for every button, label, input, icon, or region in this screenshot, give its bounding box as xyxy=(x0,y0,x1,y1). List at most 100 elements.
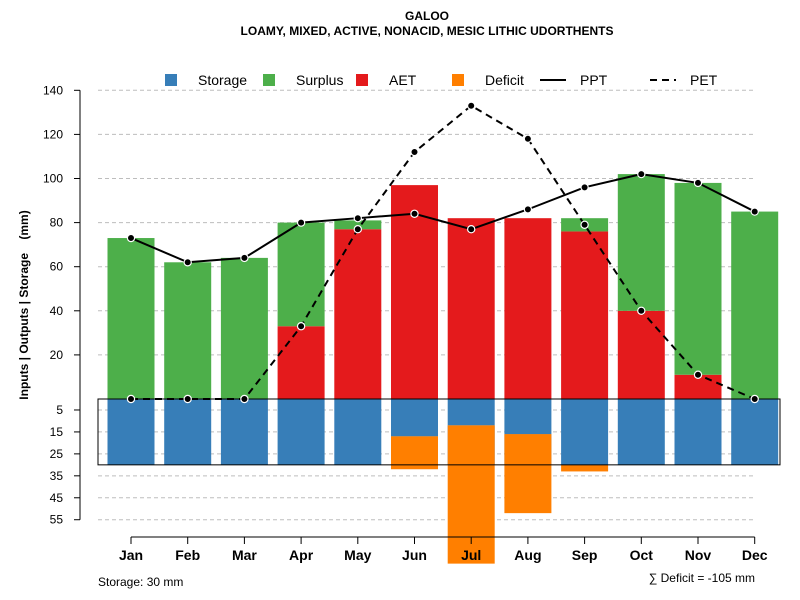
chart-subtitle: LOAMY, MIXED, ACTIVE, NONACID, MESIC LIT… xyxy=(241,24,614,38)
storage-bar-may xyxy=(334,399,382,465)
aet-bar-oct xyxy=(617,310,665,399)
month-label-oct: Oct xyxy=(630,547,654,563)
legend-swatch-storage xyxy=(165,74,177,86)
pet-point xyxy=(353,225,362,234)
pet-point xyxy=(296,322,306,331)
month-label-jan: Jan xyxy=(119,547,143,563)
y-tick-label: 25 xyxy=(50,447,64,461)
axes: 20 40 60 80 100 120 140 5 15 25 35 45 55 Jan Feb Mar Apr… xyxy=(43,83,768,563)
y-tick-label: 120 xyxy=(43,127,63,141)
month-label-jul: Jul xyxy=(461,547,481,563)
legend-label-deficit: Deficit xyxy=(485,72,524,88)
ppt-point xyxy=(296,218,306,227)
surplus-bar-feb xyxy=(164,262,212,399)
utilization-bar-jul xyxy=(447,399,495,426)
ppt-point xyxy=(467,225,476,234)
month-label-apr: Apr xyxy=(289,547,314,563)
ppt-point xyxy=(410,209,419,218)
ppt-point xyxy=(637,169,646,179)
y-tick-label: 80 xyxy=(50,216,64,230)
month-label-mar: Mar xyxy=(232,547,257,563)
pet-point xyxy=(126,394,136,404)
utilization-bar-aug xyxy=(504,399,552,435)
ppt-point xyxy=(523,205,533,214)
aet-bar-jun xyxy=(391,185,438,399)
surplus-bar-dec xyxy=(731,211,779,399)
ppt-point xyxy=(353,213,362,223)
storage-frame xyxy=(97,398,781,466)
legend-label-ppt: PPT xyxy=(580,72,608,88)
y-tick-label: 55 xyxy=(50,513,64,527)
storage-note: Storage: 30 mm xyxy=(98,575,183,589)
legend-label-pet: PET xyxy=(690,72,718,88)
storage-bar-nov xyxy=(674,399,722,465)
storage-bar-mar xyxy=(220,399,268,465)
y-axis-label: Inputs | Outputs | Storage (mm) xyxy=(17,210,31,399)
utilization-bar-jun xyxy=(391,399,438,437)
storage-bar-apr xyxy=(277,399,325,465)
y-tick-label: 140 xyxy=(43,83,63,97)
ppt-point xyxy=(693,178,703,188)
bars xyxy=(107,174,779,564)
month-label-feb: Feb xyxy=(175,547,200,563)
y-tick-label: 40 xyxy=(50,304,64,318)
pet-point xyxy=(580,220,589,230)
pet-point xyxy=(410,147,419,157)
y-tick-label: 15 xyxy=(50,425,64,439)
y-tick-label: 100 xyxy=(43,172,63,186)
surplus-bar-apr xyxy=(277,222,325,327)
ppt-point xyxy=(183,258,192,267)
storage-bar-feb xyxy=(164,399,212,465)
deficit-bar-jun xyxy=(391,436,438,470)
aet-bar-sep xyxy=(561,231,609,399)
pet-point xyxy=(467,101,476,110)
pet-line xyxy=(131,104,756,400)
surplus-bar-nov xyxy=(674,182,722,375)
pet-point xyxy=(750,394,759,404)
legend: Storage Surplus AET Deficit PPT PET xyxy=(165,72,718,88)
month-label-nov: Nov xyxy=(685,547,712,563)
ppt-point xyxy=(240,253,249,263)
legend-swatch-deficit xyxy=(452,74,464,86)
month-label-aug: Aug xyxy=(514,547,541,563)
month-label-dec: Dec xyxy=(742,547,768,563)
deficit-bar-aug xyxy=(504,434,552,514)
aet-bar-aug xyxy=(504,218,552,399)
month-label-jun: Jun xyxy=(402,547,427,563)
legend-label-surplus: Surplus xyxy=(296,72,343,88)
legend-swatch-aet xyxy=(356,74,368,86)
utilization-bar-sep xyxy=(561,399,609,465)
aet-bar-jul xyxy=(447,218,495,399)
legend-swatch-surplus xyxy=(263,74,275,86)
ppt-line xyxy=(130,173,756,264)
pet-point xyxy=(240,394,249,404)
deficit-note: ∑ Deficit = -105 mm xyxy=(649,571,755,585)
chart-title: GALOO xyxy=(405,9,449,23)
surplus-bar-may xyxy=(334,220,382,230)
month-label-may: May xyxy=(344,547,371,563)
surplus-bar-jan xyxy=(107,238,155,399)
pet-point xyxy=(693,370,703,379)
y-tick-label: 45 xyxy=(50,491,64,505)
pet-point xyxy=(523,134,533,144)
pet-point xyxy=(637,306,646,315)
surplus-bar-mar xyxy=(220,257,268,399)
y-tick-label: 20 xyxy=(50,348,64,362)
surplus-bar-oct xyxy=(617,174,665,311)
y-tick-label: 35 xyxy=(50,469,64,483)
month-label-sep: Sep xyxy=(572,547,598,563)
legend-label-storage: Storage xyxy=(198,72,247,88)
y-tick-label: 60 xyxy=(50,260,64,274)
y-tick-label: 5 xyxy=(56,403,63,417)
ppt-point xyxy=(750,207,759,216)
aet-bar-may xyxy=(334,229,382,399)
deficit-bar-sep xyxy=(561,464,609,472)
pet-point xyxy=(183,394,192,404)
storage-bar-jan xyxy=(107,399,155,465)
storage-bar-dec xyxy=(731,399,779,465)
ppt-point xyxy=(126,233,136,243)
legend-label-aet: AET xyxy=(389,72,417,88)
storage-bar-oct xyxy=(617,399,665,465)
lines xyxy=(126,101,759,404)
